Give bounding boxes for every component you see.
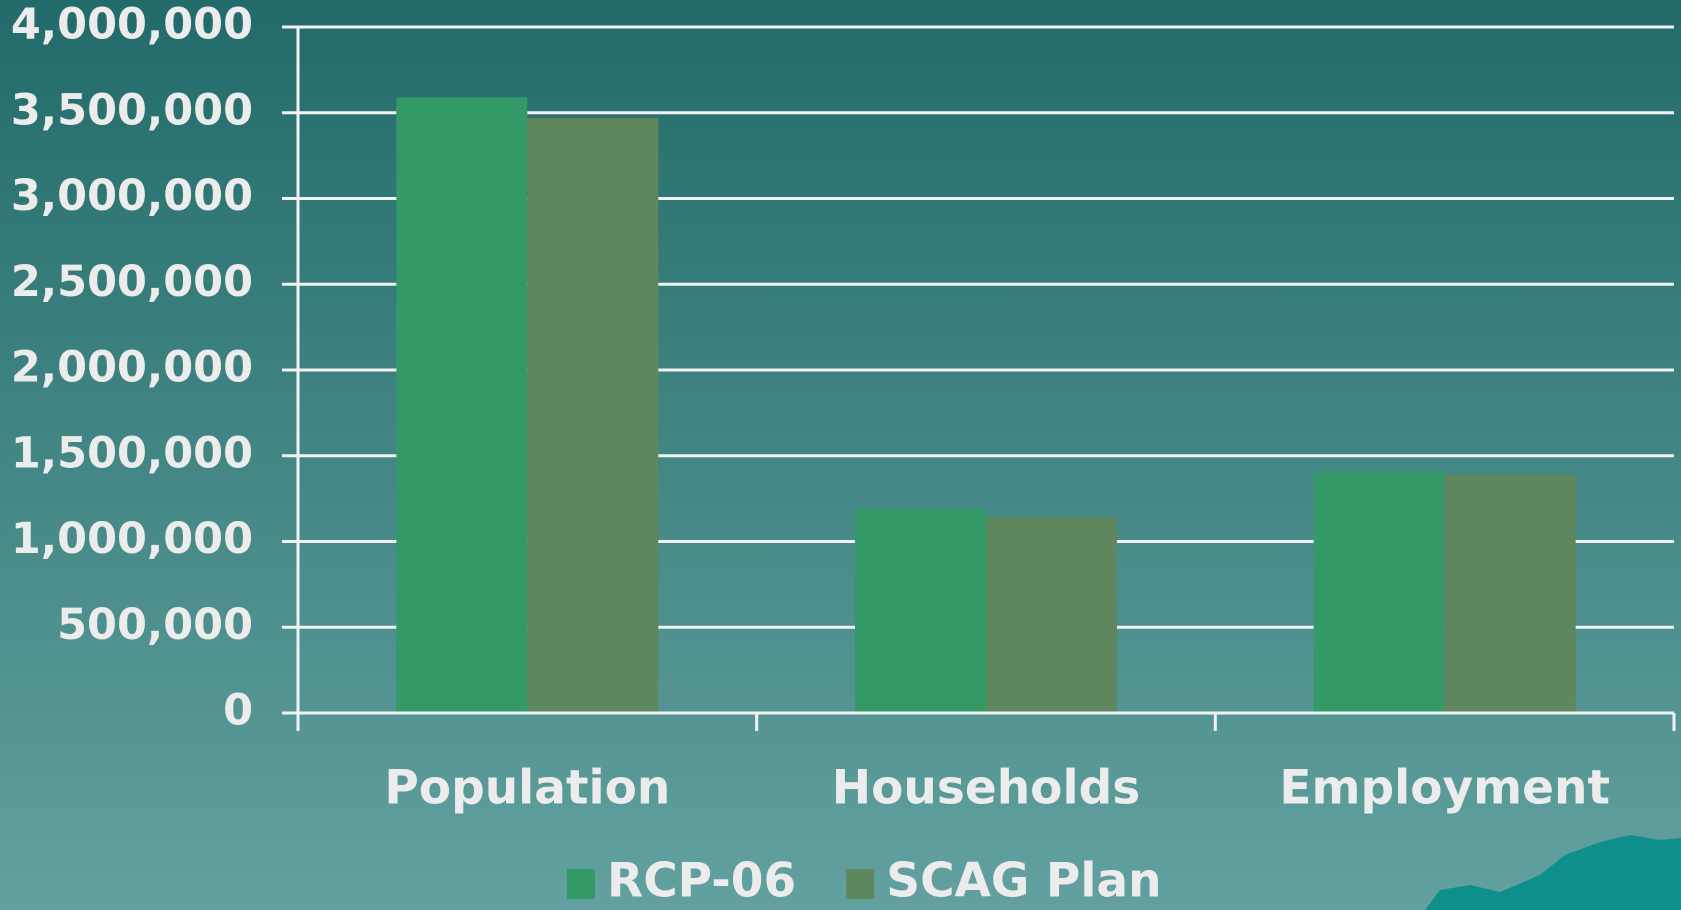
x-tick-label: Employment — [1279, 761, 1610, 816]
y-tick-label: 500,000 — [57, 600, 253, 650]
bar — [986, 517, 1117, 713]
y-tick-label: 2,500,000 — [11, 257, 253, 307]
y-tick-label: 2,000,000 — [11, 343, 253, 393]
y-tick-label: 3,500,000 — [11, 85, 253, 135]
legend-swatch — [567, 869, 595, 899]
legend-label: SCAG Plan — [886, 854, 1161, 909]
y-tick-label: 3,000,000 — [11, 171, 253, 221]
bar — [1314, 471, 1445, 713]
x-tick-label: Households — [832, 761, 1140, 816]
legend-swatch — [846, 869, 874, 899]
y-tick-label: 0 — [223, 686, 253, 736]
y-tick-label: 1,500,000 — [11, 428, 253, 478]
bar — [855, 509, 986, 713]
bar — [527, 118, 658, 713]
x-tick-label: Population — [384, 761, 670, 816]
legend-label: RCP-06 — [607, 854, 796, 909]
y-tick-label: 4,000,000 — [11, 0, 253, 50]
bar — [396, 97, 527, 713]
y-tick-label: 1,000,000 — [11, 514, 253, 564]
chart: 0 500,000 1,000,000 1,500,000 2,000,000 2,500… — [0, 0, 1681, 910]
bar — [1445, 475, 1576, 713]
